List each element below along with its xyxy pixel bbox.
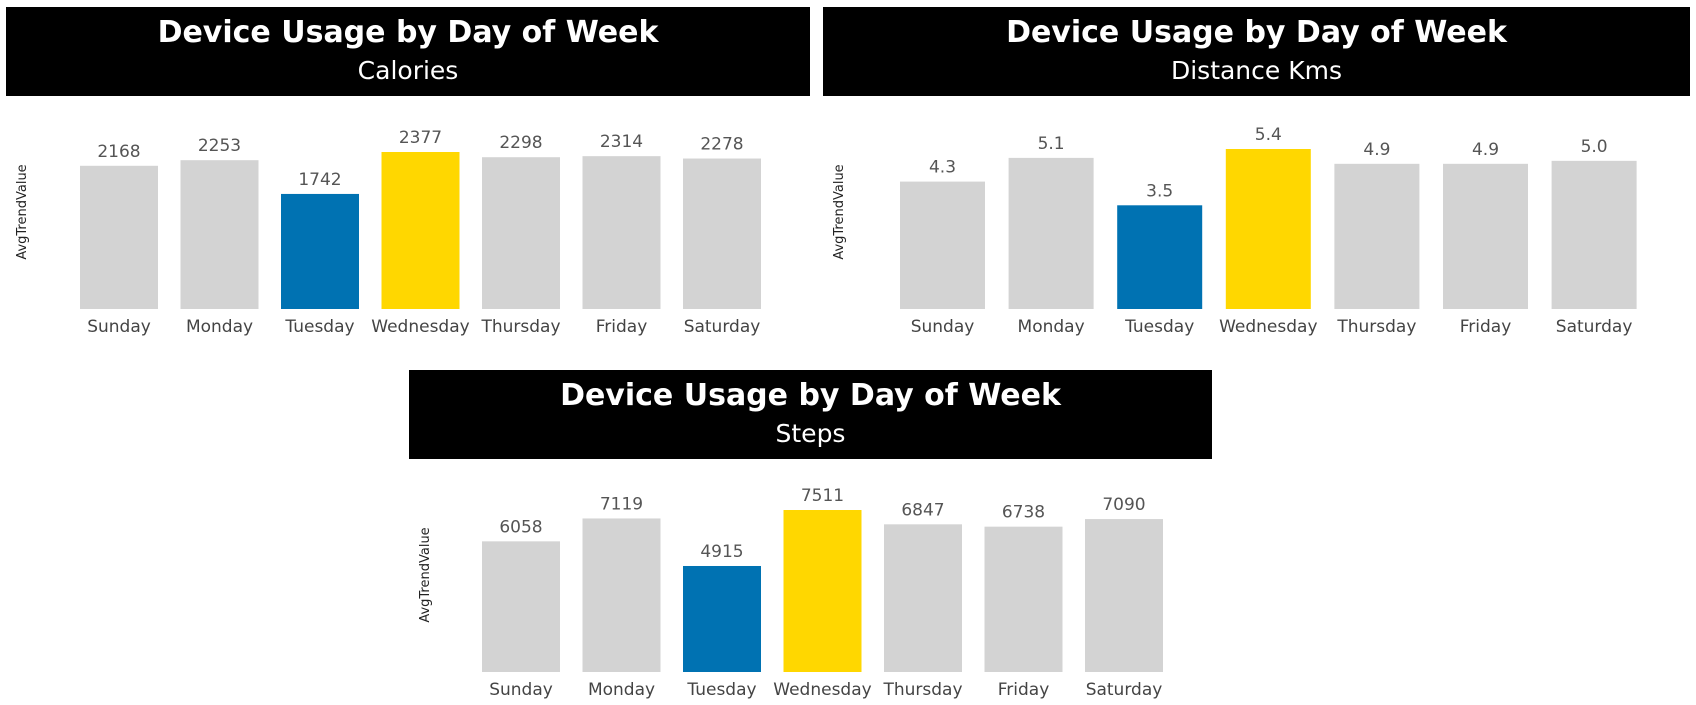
category-label-sunday: Sunday (87, 317, 151, 337)
category-label-tuesday: Tuesday (686, 680, 756, 700)
bar-thursday (884, 524, 962, 672)
value-label-monday: 7119 (600, 494, 643, 514)
value-label-monday: 5.1 (1038, 134, 1065, 154)
value-label-thursday: 2298 (499, 133, 542, 153)
bar-thursday (482, 157, 560, 309)
value-label-tuesday: 4915 (700, 542, 743, 562)
category-label-sunday: Sunday (489, 680, 553, 700)
steps-bar-chart: AvgTrendValue 6058 Sunday 7119 Monday 4915 Tue… (418, 486, 1163, 700)
value-label-sunday: 2168 (97, 142, 140, 162)
panel-title: Device Usage by Day of Week (157, 15, 659, 50)
panel-subtitle: Distance Kms (1170, 56, 1343, 85)
bar-sunday (80, 165, 158, 309)
value-label-friday: 4.9 (1472, 140, 1499, 160)
value-label-tuesday: 3.5 (1146, 181, 1173, 201)
bar-friday (1443, 163, 1528, 309)
category-label-monday: Monday (1018, 317, 1085, 337)
category-label-wednesday: Wednesday (371, 317, 469, 337)
panel-title: Device Usage by Day of Week (1006, 15, 1507, 50)
bar-wednesday (783, 510, 862, 672)
y-axis-label: AvgTrendValue (418, 527, 433, 622)
distance-panel: Device Usage by Day of Week Distance Kms… (823, 7, 1690, 337)
value-label-tuesday: 1742 (298, 170, 341, 190)
value-label-wednesday: 5.4 (1255, 125, 1282, 145)
bar-sunday (482, 541, 560, 672)
value-label-wednesday: 2377 (399, 128, 442, 148)
distance-bar-chart: AvgTrendValue 4.3 Sunday 5.1 Monday 3.5 Tuesda… (832, 125, 1637, 337)
value-label-sunday: 6058 (499, 517, 542, 537)
category-label-monday: Monday (186, 317, 253, 337)
bar-friday (582, 156, 661, 309)
bar-monday (582, 518, 661, 672)
bar-friday (984, 526, 1063, 672)
bar-tuesday (1117, 205, 1203, 309)
category-label-wednesday: Wednesday (773, 680, 871, 700)
distance-header: Device Usage by Day of Week Distance Kms (823, 7, 1690, 96)
category-label-friday: Friday (1460, 317, 1512, 337)
category-label-thursday: Thursday (882, 680, 962, 700)
category-label-sunday: Sunday (911, 317, 975, 337)
bar-thursday (1334, 163, 1420, 309)
category-label-saturday: Saturday (684, 317, 761, 337)
category-label-saturday: Saturday (1556, 317, 1633, 337)
category-label-thursday: Thursday (1336, 317, 1416, 337)
calories-header: Device Usage by Day of Week Calories (6, 7, 810, 96)
bar-tuesday (281, 193, 359, 309)
steps-panel: Device Usage by Day of Week Steps AvgTre… (409, 370, 1212, 700)
category-label-friday: Friday (596, 317, 648, 337)
bar-saturday (683, 158, 761, 309)
category-label-tuesday: Tuesday (1124, 317, 1194, 337)
value-label-saturday: 2278 (700, 135, 743, 155)
bar-saturday (1085, 519, 1163, 672)
bar-monday (180, 160, 259, 309)
steps-header: Device Usage by Day of Week Steps (409, 370, 1212, 459)
value-label-thursday: 6847 (901, 500, 944, 520)
bar-tuesday (683, 565, 761, 672)
value-label-wednesday: 7511 (801, 486, 844, 506)
panel-subtitle: Steps (775, 419, 846, 448)
value-label-sunday: 4.3 (929, 158, 956, 178)
value-label-saturday: 5.0 (1581, 137, 1608, 157)
bar-wednesday (381, 152, 460, 309)
category-label-tuesday: Tuesday (284, 317, 354, 337)
category-label-friday: Friday (998, 680, 1050, 700)
calories-panel: Device Usage by Day of Week Calories Avg… (6, 7, 810, 337)
y-axis-label: AvgTrendValue (15, 164, 30, 259)
category-label-saturday: Saturday (1086, 680, 1163, 700)
panel-subtitle: Calories (357, 56, 459, 85)
panel-title: Device Usage by Day of Week (560, 378, 1061, 413)
bar-saturday (1551, 160, 1637, 309)
value-label-friday: 2314 (600, 132, 643, 152)
category-label-monday: Monday (588, 680, 655, 700)
bar-monday (1008, 157, 1094, 309)
category-label-wednesday: Wednesday (1219, 317, 1317, 337)
value-label-thursday: 4.9 (1363, 140, 1390, 160)
bar-wednesday (1225, 149, 1311, 309)
value-label-saturday: 7090 (1102, 495, 1145, 515)
value-label-friday: 6738 (1002, 503, 1045, 523)
y-axis-label: AvgTrendValue (832, 164, 847, 259)
category-label-thursday: Thursday (480, 317, 560, 337)
bar-sunday (900, 181, 985, 309)
calories-bar-chart: AvgTrendValue 2168 Sunday 2253 Monday 1742 Tue… (15, 128, 761, 337)
value-label-monday: 2253 (198, 136, 241, 156)
